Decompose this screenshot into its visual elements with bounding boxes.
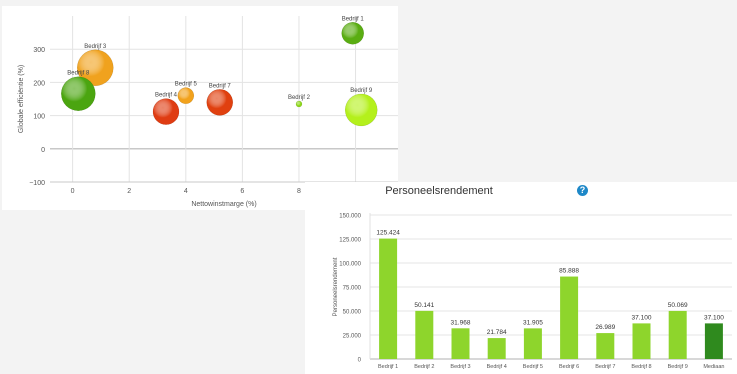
- x-tick-label: 2: [127, 188, 131, 195]
- x-tick-label: Mediaan: [703, 364, 724, 370]
- y-axis-title: Globale efficiëntie (%): [18, 65, 25, 133]
- bubble-label: Bedrijf 8: [67, 71, 90, 77]
- x-tick-label: 4: [184, 188, 188, 195]
- y-tick-label: 300: [33, 47, 45, 54]
- bar-value-label: 50.069: [668, 302, 688, 309]
- bubble-label: Bedrijf 9: [350, 88, 373, 94]
- x-tick-label: Bedrijf 4: [487, 364, 507, 370]
- y-tick-label: 0: [41, 147, 45, 154]
- bar-chart: Personeelsrendement 0 25.000 50.000 75.000 10…: [333, 185, 732, 370]
- y-tick-label: 150.000: [339, 214, 361, 220]
- x-tick-label: Bedrijf 9: [668, 364, 688, 370]
- x-tick-label: Bedrijf 2: [414, 364, 434, 370]
- bar: [451, 328, 470, 359]
- bubble-highlight: [344, 93, 378, 127]
- bubble-highlight: [60, 76, 96, 111]
- bubble-label: Bedrijf 7: [209, 83, 232, 89]
- bar-value-label: 21.784: [487, 329, 507, 336]
- y-tick-label: 125.000: [339, 238, 361, 244]
- y-tick-label: 100.000: [339, 262, 361, 268]
- bar-value-label: 50.141: [414, 302, 434, 309]
- x-tick-label: Bedrijf 6: [559, 364, 579, 370]
- bar-value-label: 26.989: [595, 324, 615, 331]
- bar-chart-panel: Personeelsrendement 0 25.000 50.000 75.000 10…: [305, 182, 737, 374]
- bar: [523, 328, 542, 359]
- chart-title: Personeelsrendement: [385, 185, 493, 197]
- bubble-highlight: [152, 98, 180, 125]
- bubble-highlight: [177, 87, 195, 104]
- bar-value-label: 37.100: [632, 314, 652, 321]
- x-tick-label: Bedrijf 3: [450, 364, 470, 370]
- bubble-highlight: [295, 100, 303, 108]
- bar: [560, 276, 579, 359]
- bar: [379, 238, 398, 359]
- y-tick-label: −100: [29, 180, 45, 187]
- bar: [704, 323, 723, 359]
- y-tick-label: 100: [33, 114, 45, 121]
- bubble-label: Bedrijf 3: [84, 44, 107, 50]
- bubble-label: Bedrijf 5: [175, 82, 198, 88]
- bar: [596, 333, 615, 359]
- bubble-chart: −10001002003000246810Nettowinstmarge (%)…: [18, 16, 398, 208]
- bubble-label: Bedrijf 1: [342, 16, 365, 22]
- x-tick-label: 8: [297, 188, 301, 195]
- x-tick-label: 6: [240, 188, 244, 195]
- bubble-label: Bedrijf 2: [288, 95, 311, 101]
- y-tick-label: 200: [33, 80, 45, 87]
- y-tick-label: 50.000: [343, 310, 362, 316]
- bar-value-label: 37.100: [704, 314, 724, 321]
- bar-value-label: 85.888: [559, 268, 579, 275]
- y-axis-title: Personeelsrendement: [333, 257, 339, 316]
- bar-value-label: 31.968: [451, 319, 471, 326]
- bubble-highlight: [76, 49, 114, 87]
- y-tick-label: 75.000: [343, 286, 362, 292]
- bar-value-label: 125.424: [376, 230, 400, 237]
- bubble-label: Bedrijf 4: [155, 93, 178, 99]
- bubble-chart-panel: −10001002003000246810Nettowinstmarge (%)…: [2, 6, 398, 210]
- x-tick-label: 0: [71, 188, 75, 195]
- x-tick-label: Bedrijf 8: [631, 364, 651, 370]
- x-tick-label: Bedrijf 7: [595, 364, 615, 370]
- x-tick-label: Bedrijf 1: [378, 364, 398, 370]
- bar: [415, 310, 434, 359]
- x-axis-title: Nettowinstmarge (%): [191, 201, 256, 208]
- x-tick-label: Bedrijf 5: [523, 364, 543, 370]
- bubble-highlight: [341, 21, 365, 45]
- y-tick-label: 0: [358, 358, 362, 364]
- y-tick-label: 25.000: [343, 334, 362, 340]
- bubble-highlight: [206, 89, 234, 116]
- bar: [487, 338, 506, 359]
- help-icon[interactable]: ?: [577, 185, 588, 196]
- bar: [632, 323, 651, 359]
- bar-value-label: 31.905: [523, 319, 543, 326]
- bar: [668, 310, 687, 359]
